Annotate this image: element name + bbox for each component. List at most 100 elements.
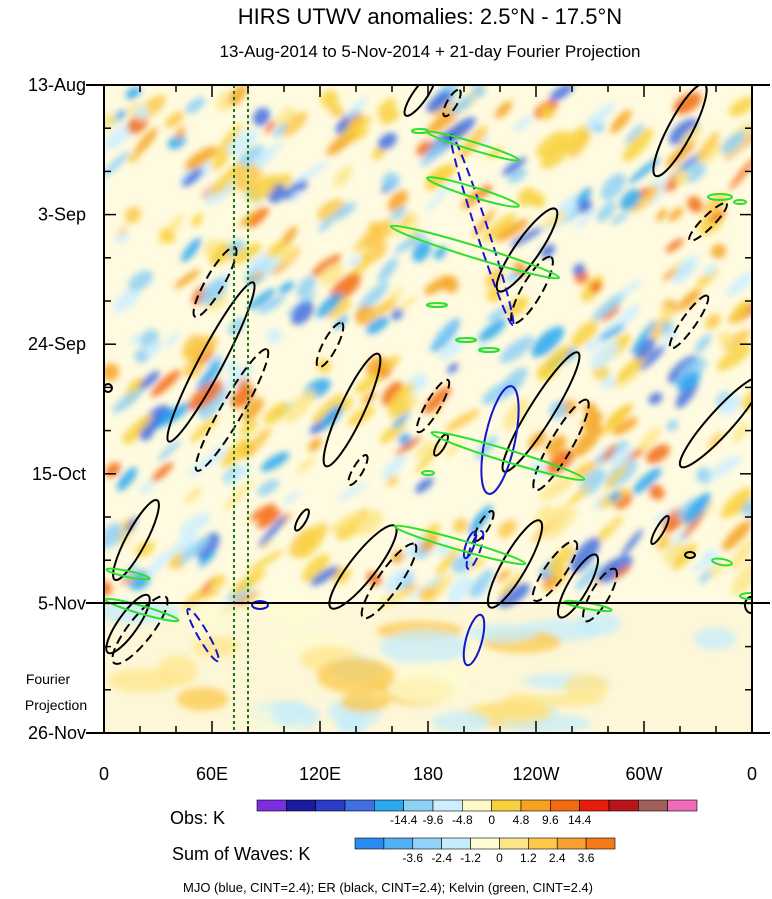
anomaly-blob — [139, 479, 155, 495]
anomaly-blob — [672, 255, 699, 284]
anomaly-blob — [196, 361, 222, 392]
anomaly-blob — [211, 150, 230, 171]
waves-colorbar-label: Sum of Waves: K — [172, 844, 310, 864]
anomaly-blob — [581, 411, 603, 430]
anomaly-blob — [512, 115, 534, 132]
anomaly-blob — [536, 130, 569, 158]
anomaly-blob — [116, 467, 138, 491]
anomaly-blob — [362, 299, 397, 322]
fourier-projection-label-line1: Fourier — [26, 671, 71, 687]
kelvin-contour — [733, 199, 747, 205]
anomaly-blob — [348, 255, 361, 267]
x-tick-label: 120E — [299, 764, 341, 784]
anomaly-blob — [687, 196, 703, 213]
anomaly-blob — [612, 417, 638, 436]
anomaly-blob — [608, 490, 622, 502]
anomaly-blob — [423, 386, 451, 414]
anomaly-blob — [283, 179, 308, 200]
anomaly-blob — [444, 440, 463, 458]
anomaly-blob — [711, 243, 726, 259]
colorbar-tick-label: -14.4 — [390, 813, 418, 827]
anomaly-blob — [264, 120, 277, 134]
anomaly-blob — [639, 344, 666, 371]
anomaly-blob — [283, 490, 300, 505]
anomaly-blob — [418, 586, 436, 602]
anomaly-blob — [120, 573, 136, 586]
anomaly-blob — [335, 508, 371, 541]
colorbar-swatch — [528, 837, 558, 850]
x-tick-label: 180 — [413, 764, 443, 784]
colorbar-swatch — [256, 799, 287, 812]
anomaly-blob — [718, 331, 734, 347]
anomaly-blob — [134, 349, 149, 364]
anomaly-blob — [498, 572, 523, 598]
colorbar-tick-label: -1.2 — [460, 851, 481, 865]
anomaly-blob — [442, 275, 459, 293]
anomaly-blob — [731, 422, 750, 444]
anomaly-blob — [379, 108, 400, 125]
er-contour — [495, 207, 559, 293]
anomaly-blob — [495, 218, 529, 242]
anomaly-blob — [174, 269, 201, 289]
anomaly-blob — [266, 328, 283, 344]
x-tick-label: 60W — [625, 764, 662, 784]
anomaly-blob — [666, 419, 679, 432]
anomaly-blob — [632, 467, 662, 495]
er-contour — [194, 348, 270, 472]
anomaly-blob — [125, 377, 142, 397]
anomaly-blob — [539, 475, 575, 500]
anomaly-blob — [540, 244, 556, 258]
anomaly-blob — [199, 388, 227, 420]
anomaly-blob — [741, 500, 752, 517]
anomaly-blob — [257, 295, 286, 314]
colorbar-swatch — [432, 799, 463, 812]
anomaly-blob — [320, 90, 339, 109]
x-tick-label: 60E — [196, 764, 228, 784]
er-contour — [652, 85, 708, 178]
anomaly-blob — [224, 364, 253, 391]
chart-subtitle: 13-Aug-2014 to 5-Nov-2014 + 21-day Fouri… — [220, 42, 641, 61]
series-legend: MJO (blue, CINT=2.4); ER (black, CINT=2.… — [183, 880, 593, 895]
anomaly-blob — [730, 300, 750, 324]
anomaly-blob — [662, 267, 680, 282]
kelvin-contour — [105, 567, 151, 581]
anomaly-blob — [540, 143, 569, 169]
anomaly-blob — [296, 276, 316, 299]
anomaly-blob — [660, 321, 674, 335]
anomaly-blob — [245, 253, 270, 276]
anomaly-blob — [191, 213, 204, 228]
colorbar-swatch — [585, 837, 616, 850]
er-contour — [112, 498, 160, 582]
y-tick-label: 24-Sep — [28, 334, 86, 354]
colorbar-tick-label: 3.6 — [578, 851, 595, 865]
anomaly-blob — [134, 105, 149, 120]
anomaly-blob — [165, 332, 180, 347]
anomaly-blob — [235, 144, 264, 168]
anomaly-blob — [121, 414, 153, 442]
anomaly-blob — [478, 319, 507, 342]
mjo-contour — [251, 600, 269, 610]
projection-blob — [183, 596, 244, 632]
anomaly-blob — [258, 514, 287, 548]
er-contour — [403, 85, 437, 117]
anomaly-blob — [415, 477, 434, 494]
colorbar-swatch — [520, 799, 551, 812]
anomaly-blob — [390, 206, 407, 221]
kelvin-contour — [104, 597, 180, 623]
y-axis: 13-Aug 3-Sep 24-Sep 15-Oct 5-Nov 26-Nov — [28, 75, 752, 743]
fourier-projection-label-line2: Projection — [25, 697, 87, 713]
anomaly-blob — [531, 326, 565, 358]
anomaly-blob — [176, 536, 211, 565]
anomaly-blob — [717, 394, 742, 415]
colorbar-swatch — [374, 799, 404, 812]
colorbar-tick-label: 4.8 — [513, 813, 530, 827]
anomaly-blob — [381, 172, 400, 190]
anomaly-blob — [381, 381, 403, 406]
anomaly-blob — [228, 317, 246, 335]
anomaly-blob — [326, 298, 352, 319]
anomaly-blob — [610, 109, 632, 134]
anomaly-blob — [245, 163, 261, 179]
er-contour — [557, 553, 599, 619]
anomaly-blob — [157, 439, 181, 462]
anomaly-blob — [471, 85, 486, 98]
